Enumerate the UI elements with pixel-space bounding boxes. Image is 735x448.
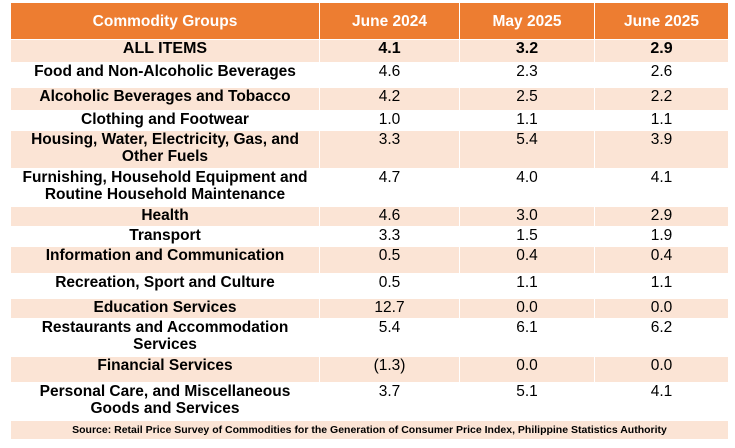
value-may-2025: 6.1 xyxy=(459,318,595,357)
header-june-2025: June 2025 xyxy=(594,2,729,40)
value-may-2025: 5.4 xyxy=(459,130,595,169)
value-may-2025: 1.1 xyxy=(459,273,595,299)
value-june-2025: 2.6 xyxy=(594,62,729,88)
row-label: Housing, Water, Electricity, Gas, and Ot… xyxy=(10,130,320,169)
source-note: Source: Retail Price Survey of Commoditi… xyxy=(10,420,729,440)
value-june-2024: (1.3) xyxy=(319,356,460,383)
table-row: Housing, Water, Electricity, Gas, and Ot… xyxy=(10,130,729,169)
value-june-2025: 0.0 xyxy=(594,298,729,319)
value-june-2024: 3.3 xyxy=(319,226,460,247)
value-may-2025: 3.0 xyxy=(459,206,595,227)
value-june-2024: 1.0 xyxy=(319,110,460,131)
header-may-2025: May 2025 xyxy=(459,2,595,40)
value-may-2025: 1.1 xyxy=(459,110,595,131)
value-june-2025: 1.1 xyxy=(594,110,729,131)
table-row: Financial Services (1.3) 0.0 0.0 xyxy=(10,356,729,383)
value-june-2025: 3.9 xyxy=(594,130,729,169)
row-label: Information and Communication xyxy=(10,246,320,274)
row-label: Personal Care, and Miscellaneous Goods a… xyxy=(10,382,320,421)
row-label: ALL ITEMS xyxy=(10,39,320,63)
header-june-2024: June 2024 xyxy=(319,2,460,40)
value-june-2024: 3.3 xyxy=(319,130,460,169)
value-june-2025: 6.2 xyxy=(594,318,729,357)
value-may-2025: 2.5 xyxy=(459,87,595,111)
value-may-2025: 2.3 xyxy=(459,62,595,88)
table-row: Personal Care, and Miscellaneous Goods a… xyxy=(10,382,729,421)
value-june-2024: 4.6 xyxy=(319,62,460,88)
value-june-2025: 4.1 xyxy=(594,382,729,421)
row-label: Restaurants and Accommodation Services xyxy=(10,318,320,357)
table-row: Furnishing, Household Equipment and Rout… xyxy=(10,168,729,207)
value-june-2025: 0.0 xyxy=(594,356,729,383)
value-june-2024: 12.7 xyxy=(319,298,460,319)
value-may-2025: 1.5 xyxy=(459,226,595,247)
row-label: Food and Non-Alcoholic Beverages xyxy=(10,62,320,88)
table-row: Transport 3.3 1.5 1.9 xyxy=(10,226,729,247)
value-may-2025: 4.0 xyxy=(459,168,595,207)
value-june-2024: 3.7 xyxy=(319,382,460,421)
table-row-all-items: ALL ITEMS 4.1 3.2 2.9 xyxy=(10,39,729,63)
value-june-2025: 1.1 xyxy=(594,273,729,299)
row-label: Health xyxy=(10,206,320,227)
value-june-2024: 0.5 xyxy=(319,246,460,274)
value-june-2024: 5.4 xyxy=(319,318,460,357)
value-may-2025: 0.0 xyxy=(459,356,595,383)
row-label: Recreation, Sport and Culture xyxy=(10,273,320,299)
value-june-2024: 4.1 xyxy=(319,39,460,63)
value-june-2025: 2.9 xyxy=(594,39,729,63)
value-june-2025: 4.1 xyxy=(594,168,729,207)
source-row: Source: Retail Price Survey of Commoditi… xyxy=(10,420,729,440)
row-label: Alcoholic Beverages and Tobacco xyxy=(10,87,320,111)
value-june-2025: 2.9 xyxy=(594,206,729,227)
value-may-2025: 5.1 xyxy=(459,382,595,421)
value-june-2025: 1.9 xyxy=(594,226,729,247)
row-label: Financial Services xyxy=(10,356,320,383)
inflation-table-container: Commodity Groups June 2024 May 2025 June… xyxy=(10,2,729,440)
table-row: Alcoholic Beverages and Tobacco 4.2 2.5 … xyxy=(10,87,729,111)
row-label: Furnishing, Household Equipment and Rout… xyxy=(10,168,320,207)
value-june-2024: 0.5 xyxy=(319,273,460,299)
row-label: Clothing and Footwear xyxy=(10,110,320,131)
value-may-2025: 0.4 xyxy=(459,246,595,274)
table-row: Clothing and Footwear 1.0 1.1 1.1 xyxy=(10,110,729,131)
table-row: Recreation, Sport and Culture 0.5 1.1 1.… xyxy=(10,273,729,299)
value-may-2025: 3.2 xyxy=(459,39,595,63)
value-june-2024: 4.2 xyxy=(319,87,460,111)
row-label: Education Services xyxy=(10,298,320,319)
table-row: Restaurants and Accommodation Services 5… xyxy=(10,318,729,357)
value-june-2025: 0.4 xyxy=(594,246,729,274)
value-june-2025: 2.2 xyxy=(594,87,729,111)
header-commodity-groups: Commodity Groups xyxy=(10,2,320,40)
table-row: Education Services 12.7 0.0 0.0 xyxy=(10,298,729,319)
table-row: Information and Communication 0.5 0.4 0.… xyxy=(10,246,729,274)
value-june-2024: 4.7 xyxy=(319,168,460,207)
value-june-2024: 4.6 xyxy=(319,206,460,227)
row-label: Transport xyxy=(10,226,320,247)
table-header-row: Commodity Groups June 2024 May 2025 June… xyxy=(10,2,729,40)
inflation-table: Commodity Groups June 2024 May 2025 June… xyxy=(10,2,729,440)
table-row: Food and Non-Alcoholic Beverages 4.6 2.3… xyxy=(10,62,729,88)
table-row: Health 4.6 3.0 2.9 xyxy=(10,206,729,227)
value-may-2025: 0.0 xyxy=(459,298,595,319)
